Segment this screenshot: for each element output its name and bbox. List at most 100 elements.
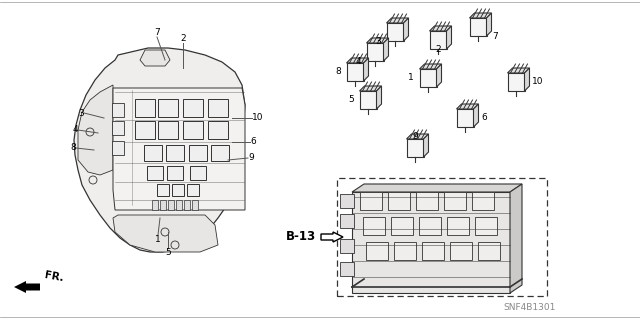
Bar [360,91,376,109]
Polygon shape [419,64,442,69]
Bar [112,121,124,135]
Text: 2: 2 [180,34,186,43]
Polygon shape [387,18,408,23]
Polygon shape [346,58,369,63]
Polygon shape [113,215,218,252]
Text: B-13: B-13 [286,231,316,243]
Polygon shape [436,64,442,87]
Bar [211,145,229,161]
Bar [166,145,184,161]
Bar [456,109,474,127]
Text: 10: 10 [252,114,264,122]
Bar [391,217,413,235]
Bar [367,43,383,61]
Bar [394,242,416,260]
Bar [189,145,207,161]
Bar [208,99,228,117]
Polygon shape [424,134,429,157]
FancyArrow shape [14,281,40,293]
Bar [340,239,354,253]
Bar [388,192,410,210]
Bar [192,200,198,210]
Bar [419,69,436,87]
Bar [444,192,466,210]
Text: 7: 7 [492,32,498,41]
Bar [472,192,494,210]
Bar [416,192,438,210]
Text: 1: 1 [408,73,414,83]
Bar [387,23,403,41]
Bar [366,242,388,260]
Bar [340,214,354,228]
Polygon shape [113,88,245,210]
Bar [208,121,228,139]
Polygon shape [486,13,492,36]
Bar [470,18,486,36]
Bar [340,262,354,276]
Bar [337,178,547,296]
Polygon shape [406,134,429,139]
Text: 8: 8 [335,68,341,77]
Bar [475,217,497,235]
Bar [144,145,162,161]
Text: 4: 4 [355,57,361,66]
Text: 7: 7 [154,28,160,37]
Text: 3: 3 [375,37,381,46]
Text: 6: 6 [481,114,487,122]
Bar [363,217,385,235]
Bar [147,166,163,180]
Polygon shape [352,192,510,293]
Polygon shape [383,38,388,61]
Text: 9: 9 [412,132,418,141]
Bar [478,242,500,260]
Polygon shape [74,48,245,252]
Bar [152,200,158,210]
Polygon shape [403,18,408,41]
Bar [184,200,190,210]
Text: 1: 1 [155,235,161,244]
Bar [450,242,472,260]
Text: 3: 3 [78,108,84,117]
Polygon shape [364,58,369,81]
Bar [168,200,174,210]
Polygon shape [140,50,170,66]
Text: 5: 5 [165,248,171,257]
Bar [183,121,203,139]
Text: 2: 2 [435,45,441,54]
Bar [176,200,182,210]
Text: 10: 10 [532,78,543,86]
Text: 9: 9 [248,153,253,162]
Bar [190,166,206,180]
Text: SNF4B1301: SNF4B1301 [504,303,556,313]
Bar [406,139,424,157]
Bar [429,31,447,49]
Bar [183,99,203,117]
Bar [158,121,178,139]
Bar [422,242,444,260]
Bar [112,103,124,117]
Bar [135,99,155,117]
Bar [447,217,469,235]
Text: 5: 5 [348,95,354,105]
Text: 4: 4 [72,125,78,135]
Text: 8: 8 [70,144,76,152]
Polygon shape [474,104,479,127]
Polygon shape [525,68,529,91]
Bar [346,63,364,81]
Bar [157,184,169,196]
FancyArrow shape [321,232,343,242]
Polygon shape [352,184,522,192]
Bar [167,166,183,180]
Bar [158,99,178,117]
Polygon shape [456,104,479,109]
Text: 6: 6 [250,137,256,146]
Polygon shape [376,86,381,109]
Bar [360,192,382,210]
Polygon shape [470,13,492,18]
Polygon shape [360,86,381,91]
Polygon shape [367,38,388,43]
Polygon shape [78,85,113,175]
Bar [160,200,166,210]
Polygon shape [447,26,451,49]
Bar [419,217,441,235]
